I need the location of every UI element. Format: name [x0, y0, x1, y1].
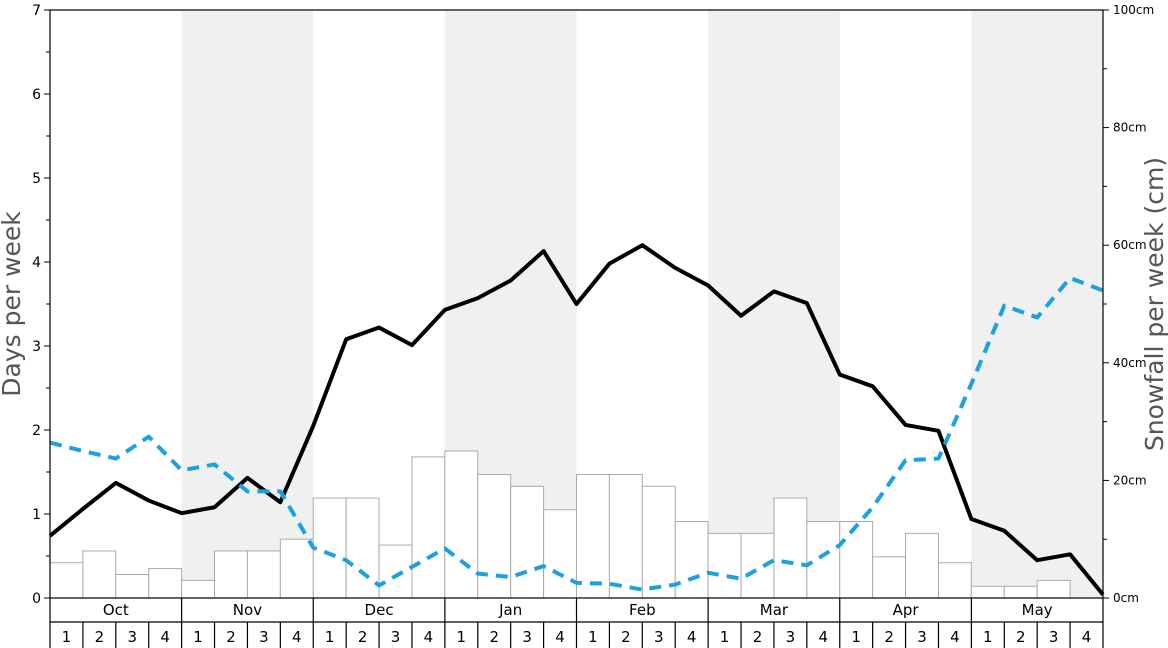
y-tick-label: 6 — [32, 87, 41, 103]
snowfall-bar — [674, 521, 709, 599]
week-label: 4 — [687, 628, 697, 646]
y-tick-label: 2 — [32, 423, 41, 439]
y-tick-label: 5 — [32, 171, 41, 187]
snowfall-bar — [872, 556, 907, 599]
week-label: 2 — [358, 628, 368, 646]
y2-tick-label: 80cm — [1113, 121, 1147, 135]
snowfall-bar — [477, 474, 512, 599]
week-label: 2 — [1016, 628, 1026, 646]
week-label: 1 — [983, 628, 993, 646]
week-label: 2 — [226, 628, 236, 646]
month-label: Dec — [365, 601, 394, 619]
y-tick-label: 0 — [32, 591, 41, 607]
week-label: 1 — [193, 628, 203, 646]
snowfall-bar — [740, 532, 775, 599]
snowfall-bar — [115, 573, 150, 599]
series-lines — [48, 243, 1105, 596]
week-label: 3 — [127, 628, 137, 646]
y2-tick-label: 20cm — [1113, 473, 1147, 487]
month-label: Oct — [103, 601, 129, 619]
snowfall-bars — [49, 450, 1071, 599]
week-label: 3 — [917, 628, 927, 646]
month-shade-nov — [181, 10, 314, 598]
snowfall-bar — [181, 579, 216, 599]
week-label: 1 — [325, 628, 335, 646]
dashed-series-line — [49, 275, 1104, 592]
y-axis-title: Days per week — [0, 211, 26, 397]
month-label: Mar — [760, 601, 789, 619]
y2-tick-label: 40cm — [1113, 356, 1147, 370]
week-label: 1 — [62, 628, 72, 646]
snowfall-bar — [905, 532, 939, 599]
week-label: 1 — [588, 628, 598, 646]
y-tick-label: 4 — [32, 255, 41, 271]
week-label: 4 — [160, 628, 170, 646]
week-label: 3 — [786, 628, 796, 646]
week-label: 1 — [457, 628, 467, 646]
week-label: 1 — [720, 628, 730, 646]
month-label: Jan — [498, 601, 522, 619]
snowfall-bar — [1003, 585, 1038, 599]
snowfall-bar — [345, 497, 380, 599]
month-label: Feb — [629, 601, 656, 619]
right-axis: 0cm 20cm 40cm 60cm 80cm 100cm — [1103, 3, 1154, 605]
snowfall-bar — [773, 497, 808, 599]
week-label: 4 — [819, 628, 829, 646]
solid-series-line — [48, 243, 1105, 596]
week-label: 4 — [950, 628, 960, 646]
week-label: 1 — [851, 628, 861, 646]
snowfall-bar — [510, 485, 545, 599]
snowfall-bar — [444, 450, 479, 599]
y-tick-label: 7 — [32, 3, 41, 19]
snowfall-bar — [246, 550, 281, 599]
snowfall-bar — [411, 456, 446, 599]
y2-axis-title: Snowfall per week (cm) — [1140, 157, 1168, 451]
snowfall-bar — [1036, 579, 1071, 599]
y-tick-label: 1 — [32, 507, 41, 523]
week-label: 3 — [391, 628, 401, 646]
snowfall-bar — [970, 585, 1005, 599]
week-label: 2 — [884, 628, 894, 646]
week-label: 4 — [555, 628, 565, 646]
snowfall-bar — [378, 544, 413, 599]
snowfall-bar — [214, 550, 248, 599]
snowfall-bar — [806, 521, 841, 599]
y2-tick-label: 60cm — [1113, 238, 1147, 252]
week-label: 4 — [424, 628, 434, 646]
snowfall-bar — [148, 568, 183, 599]
month-shading — [181, 10, 1103, 598]
week-label: 3 — [654, 628, 664, 646]
y-tick-label: 3 — [32, 339, 41, 355]
month-label: May — [1022, 601, 1053, 619]
week-label: 4 — [292, 628, 302, 646]
month-shade-may — [971, 10, 1103, 598]
week-label: 2 — [95, 628, 105, 646]
left-axis: 0 1 2 3 4 5 6 7 — [32, 3, 50, 607]
snowfall-bar — [82, 550, 117, 599]
y2-tick-label: 100cm — [1113, 3, 1154, 17]
week-label: 3 — [1049, 628, 1059, 646]
week-label: 3 — [522, 628, 532, 646]
snowfall-bar — [641, 485, 676, 599]
snowfall-bar — [49, 562, 84, 599]
y2-tick-label: 0cm — [1113, 591, 1139, 605]
snowfall-bar — [576, 474, 610, 599]
week-label: 2 — [753, 628, 763, 646]
week-label: 2 — [621, 628, 631, 646]
month-label: Nov — [233, 601, 262, 619]
snowfall-bar — [707, 532, 742, 599]
snowfall-bar — [279, 538, 314, 599]
snowfall-bar — [543, 509, 577, 599]
snowfall-bar — [608, 474, 643, 599]
month-label: Apr — [893, 601, 920, 619]
snowfall-bar — [312, 497, 347, 599]
week-label-row: 1 2 3 4 1 2 3 4 1 2 3 4 1 2 3 4 1 2 3 4 1 2 3 4 1 2 3 4 1 2 3 4 — [62, 622, 1092, 648]
week-label: 3 — [259, 628, 269, 646]
snowfall-bar — [839, 521, 874, 599]
week-label: 4 — [1082, 628, 1092, 646]
week-label: 2 — [489, 628, 499, 646]
snowfall-bar — [937, 562, 972, 599]
